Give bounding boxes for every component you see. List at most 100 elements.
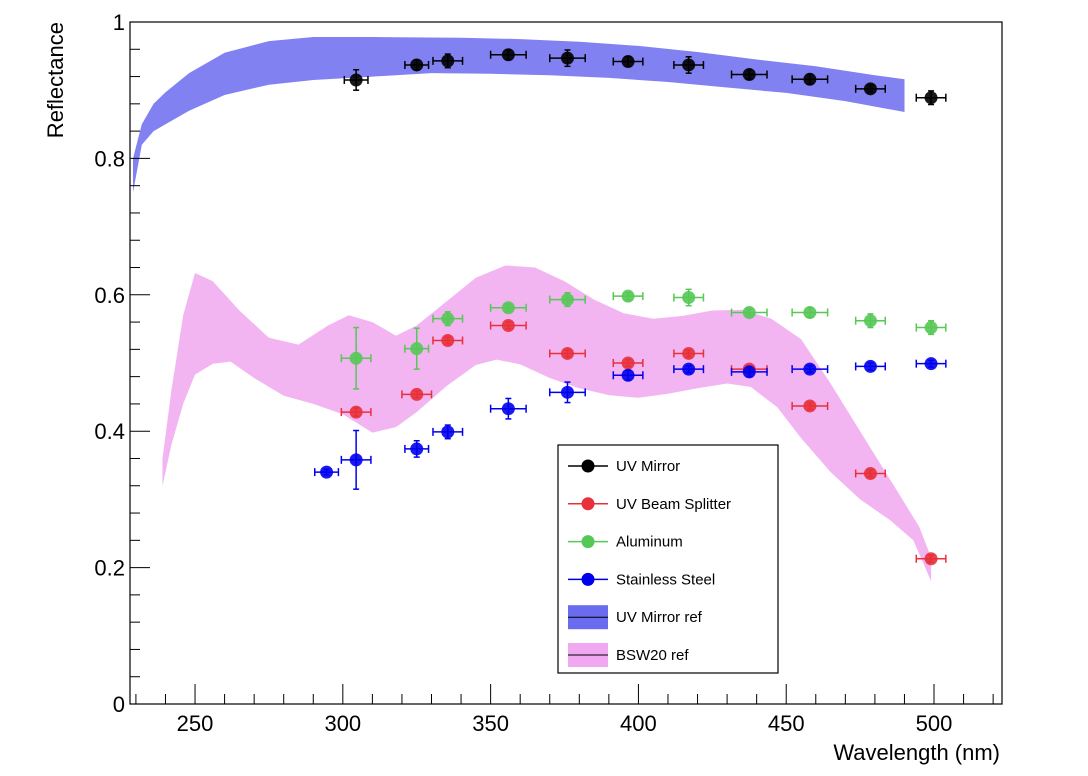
legend-entry-uv-mirror: UV Mirror	[568, 458, 680, 475]
axes-layer: 250 300 350 400 450 500 0 0.2 0.4 0.6 0.8 1	[94, 10, 1003, 736]
marker	[863, 82, 877, 96]
marker	[924, 552, 938, 566]
band-bsw20-ref	[162, 265, 932, 582]
legend-label: UV Mirror	[616, 458, 680, 475]
marker	[349, 73, 363, 87]
x-tick-label: 250	[177, 711, 214, 736]
y-tick-label: 1	[113, 10, 125, 35]
y-axis-title: Reflectance	[43, 22, 68, 138]
point-aluminum-3	[489, 301, 527, 315]
marker	[863, 314, 877, 328]
legend-label: UV Mirror ref	[616, 609, 703, 626]
legend-marker	[581, 535, 595, 549]
point-uv-mirror-4	[548, 49, 586, 68]
bands-layer	[133, 37, 932, 582]
y-tick-label: 0	[113, 692, 125, 717]
marker	[560, 346, 574, 360]
marker	[441, 333, 455, 347]
point-uv-mirror-1	[404, 58, 430, 72]
marker	[924, 357, 938, 371]
marker	[560, 51, 574, 65]
point-uv-beam-splitter-3	[489, 318, 527, 332]
point-uv-mirror-6	[673, 56, 705, 74]
point-stainless-steel-5	[548, 381, 586, 404]
legend-label: UV Beam Splitter	[616, 496, 731, 513]
x-tick-label: 400	[620, 711, 657, 736]
y-tick-label: 0.4	[94, 419, 125, 444]
marker	[560, 293, 574, 307]
marker	[621, 55, 635, 69]
point-uv-mirror-9	[854, 82, 886, 96]
legend-entry-uv-mirror-ref: UV Mirror ref	[568, 605, 703, 630]
point-uv-mirror-8	[791, 72, 829, 86]
x-tick-label: 350	[472, 711, 509, 736]
legend-marker	[581, 459, 595, 473]
marker	[803, 362, 817, 376]
point-stainless-steel-11	[915, 357, 947, 371]
marker	[410, 387, 424, 401]
x-tick-label: 300	[324, 711, 361, 736]
y-ticks: 0 0.2 0.4 0.6 0.8 1	[94, 10, 150, 717]
point-uv-beam-splitter-8	[791, 399, 829, 413]
marker	[682, 291, 696, 305]
marker	[441, 54, 455, 68]
legend-entry-stainless-steel: Stainless Steel	[568, 571, 715, 588]
legend-entry-uv-beam-splitter: UV Beam Splitter	[568, 496, 731, 513]
point-stainless-steel-8	[730, 365, 768, 379]
legend-entry-aluminum: Aluminum	[568, 534, 683, 551]
marker	[924, 321, 938, 335]
marker	[441, 425, 455, 439]
plot-frame	[129, 21, 1003, 705]
point-uv-mirror-5	[612, 55, 644, 69]
point-aluminum-8	[791, 306, 829, 320]
point-aluminum-10	[915, 319, 947, 336]
y-tick-label: 0.6	[94, 283, 125, 308]
marker	[621, 356, 635, 370]
point-stainless-steel-1	[340, 429, 372, 490]
series-uv-mirror	[343, 48, 947, 106]
marker	[682, 346, 696, 360]
point-uv-mirror-2	[432, 53, 464, 69]
marker	[501, 301, 515, 315]
point-uv-beam-splitter-10	[915, 552, 947, 566]
marker	[501, 402, 515, 416]
marker	[349, 405, 363, 419]
x-ticks: 250 300 350 400 450 500	[135, 684, 994, 736]
marker	[863, 466, 877, 480]
points-layer	[313, 48, 947, 566]
marker	[441, 312, 455, 326]
point-uv-beam-splitter-5	[612, 356, 644, 370]
point-stainless-steel-0	[313, 465, 340, 479]
point-uv-mirror-10	[915, 90, 947, 106]
marker	[863, 359, 877, 373]
marker	[621, 368, 635, 382]
x-tick-label: 450	[768, 711, 805, 736]
marker	[410, 342, 424, 356]
marker	[742, 68, 756, 82]
y-tick-label: 0.2	[94, 556, 125, 581]
point-uv-beam-splitter-6	[673, 346, 705, 360]
point-aluminum-6	[673, 288, 705, 307]
marker	[924, 91, 938, 105]
marker	[682, 58, 696, 72]
x-axis-title: Wavelength (nm)	[833, 740, 1000, 765]
marker	[803, 72, 817, 86]
marker	[349, 453, 363, 467]
point-aluminum-2	[432, 311, 464, 327]
marker	[742, 365, 756, 379]
legend-label: BSW20 ref	[616, 647, 689, 664]
point-aluminum-5	[612, 289, 644, 303]
point-uv-beam-splitter-9	[854, 466, 886, 480]
marker	[560, 385, 574, 399]
point-stainless-steel-6	[612, 368, 644, 382]
point-stainless-steel-2	[404, 439, 430, 458]
legend: UV Mirror UV Beam Splitter Aluminum Stainle…	[557, 444, 779, 674]
series-uv-beam-splitter	[340, 318, 947, 566]
point-uv-beam-splitter-2	[432, 333, 464, 347]
marker	[320, 465, 334, 479]
point-uv-beam-splitter-1	[401, 387, 433, 401]
point-stainless-steel-3	[432, 424, 464, 440]
point-aluminum-9	[854, 313, 886, 329]
point-stainless-steel-9	[791, 362, 829, 376]
